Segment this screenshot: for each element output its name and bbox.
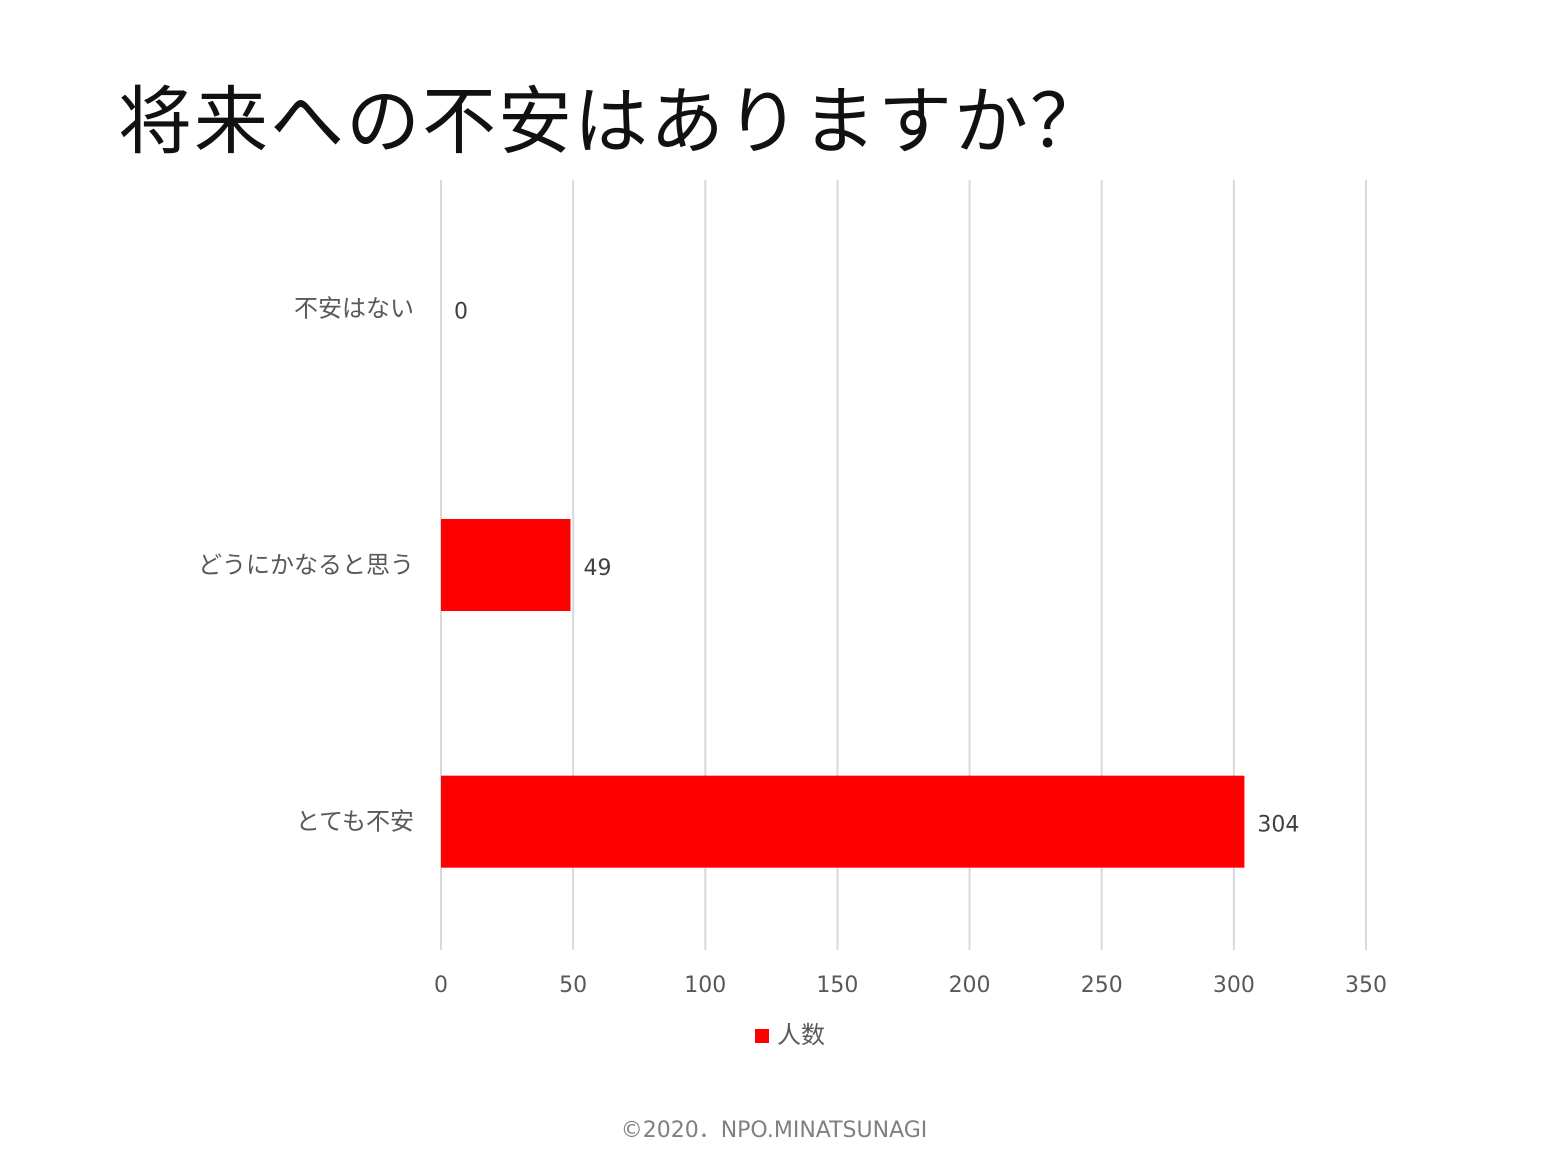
bars [441,519,1245,868]
legend-label: 人数 [777,1021,825,1049]
x-tick-label: 100 [684,973,726,998]
category-label: 不安はない [294,294,414,322]
category-label: どうにかなると思う [198,551,414,579]
data-labels: 0 49 304 [454,299,1299,837]
legend-swatch [755,1029,769,1043]
category-label: とても不安 [296,808,414,836]
x-tick-label: 0 [434,973,448,998]
x-tick-label: 300 [1213,973,1255,998]
data-label: 304 [1257,813,1299,838]
x-tick-label: 150 [816,973,858,998]
data-label: 0 [454,299,468,324]
bar-2 [441,775,1245,868]
x-tick-label: 350 [1345,973,1387,998]
x-tick-label: 50 [559,973,587,998]
data-label: 49 [584,556,612,581]
legend: 人数 [755,1021,825,1049]
bar-1 [441,519,571,611]
x-tick-label: 200 [949,973,991,998]
x-tick-label: 250 [1081,973,1123,998]
tick-labels: 0 50 100 150 200 250 300 350 [434,973,1387,998]
copyright-footer: ©2020．NPO.MINATSUNAGI [620,1118,928,1143]
chart-title: 将来への不安はありますか？ [118,79,1106,165]
